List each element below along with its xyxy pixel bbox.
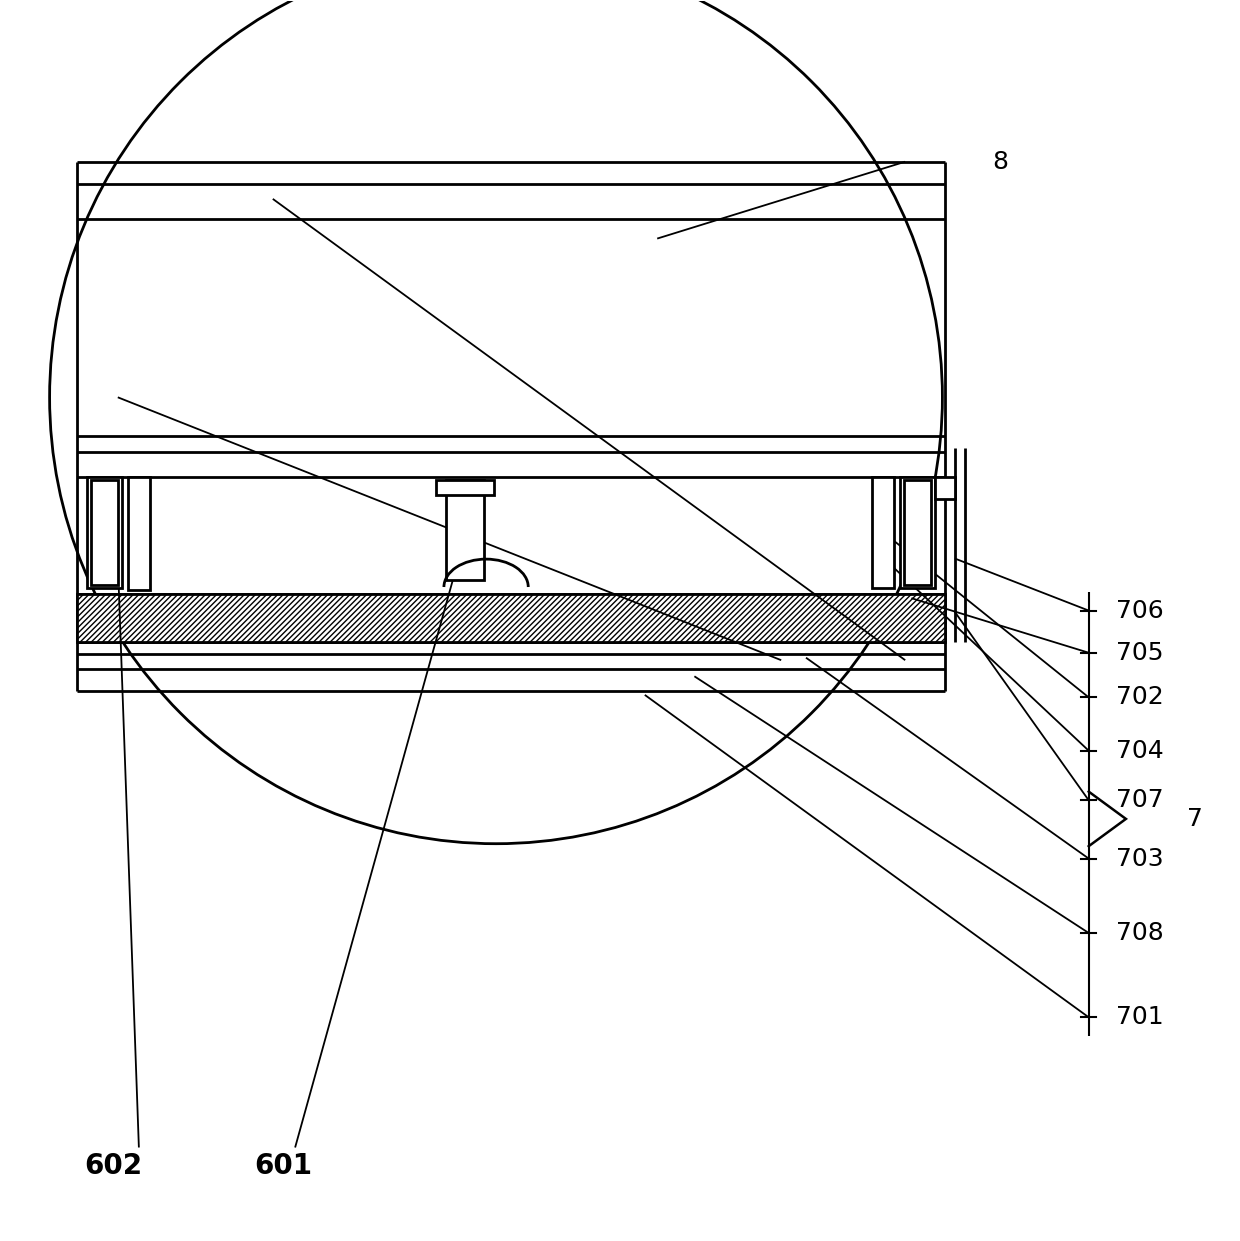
- Text: 701: 701: [1116, 1005, 1163, 1029]
- Text: 706: 706: [1116, 598, 1164, 623]
- Bar: [900, 477, 935, 588]
- Text: 703: 703: [1116, 846, 1163, 871]
- Bar: [446, 480, 484, 580]
- Text: 702: 702: [1116, 685, 1164, 710]
- Text: 602: 602: [84, 1152, 143, 1180]
- Bar: [935, 477, 955, 499]
- Text: 708: 708: [1116, 921, 1164, 944]
- Bar: [91, 480, 118, 585]
- Text: 707: 707: [1116, 788, 1163, 813]
- Bar: [87, 477, 122, 588]
- Bar: [904, 480, 931, 585]
- Text: 601: 601: [254, 1152, 312, 1180]
- Bar: [128, 477, 150, 589]
- Text: 7: 7: [1187, 807, 1203, 831]
- Text: 704: 704: [1116, 738, 1164, 763]
- Bar: [872, 477, 894, 588]
- Bar: [436, 480, 494, 495]
- Text: 705: 705: [1116, 640, 1163, 665]
- Bar: [77, 594, 945, 642]
- Text: 8: 8: [992, 150, 1008, 174]
